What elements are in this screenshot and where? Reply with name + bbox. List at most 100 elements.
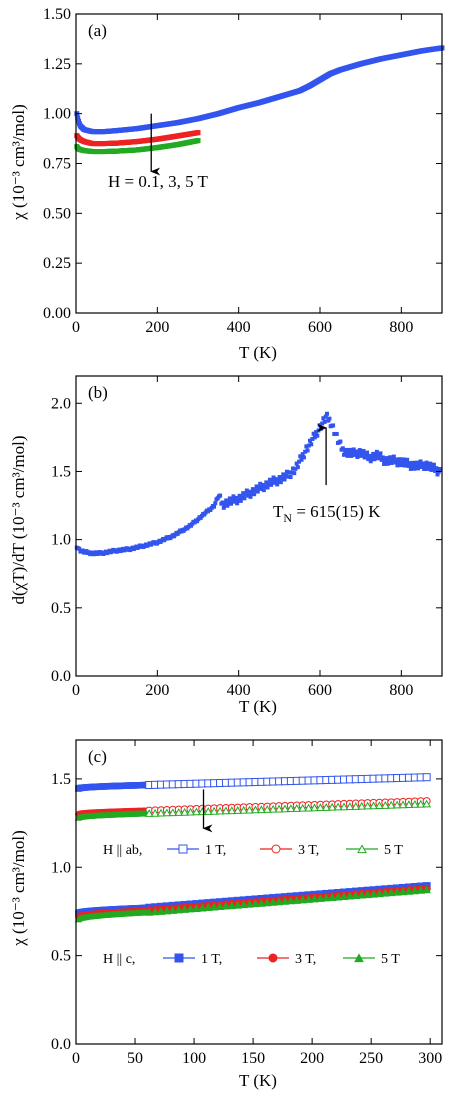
data-point	[420, 461, 425, 466]
data-point	[233, 900, 243, 909]
data-point	[271, 844, 281, 854]
data-point	[77, 546, 82, 551]
data-point	[419, 464, 424, 469]
y-tick-label: 0.25	[43, 255, 71, 272]
data-point	[246, 493, 251, 498]
series-2	[74, 138, 201, 155]
data-point	[262, 898, 272, 907]
data-point	[417, 462, 422, 467]
data-point	[399, 463, 404, 468]
series-2	[74, 799, 432, 821]
data-point	[367, 453, 372, 458]
data-point	[232, 499, 237, 504]
data-point	[386, 458, 391, 463]
data-point	[334, 431, 339, 436]
data-point	[425, 466, 430, 471]
data-point	[156, 906, 166, 915]
data-point	[363, 890, 372, 899]
data-point	[412, 466, 417, 471]
data-point	[304, 803, 313, 812]
data-point	[174, 953, 184, 963]
data-point	[357, 890, 367, 899]
data-point	[422, 799, 432, 808]
data-point	[268, 897, 278, 906]
data-point	[233, 496, 238, 501]
data-point	[261, 488, 266, 493]
data-point	[230, 498, 235, 503]
data-point	[242, 496, 247, 501]
data-point	[265, 485, 270, 490]
data-point	[437, 467, 442, 471]
data-point	[239, 495, 244, 500]
data-point	[356, 451, 361, 456]
data-point	[304, 895, 313, 903]
legend-ab-entry: 1 T,	[205, 843, 226, 858]
data-point	[354, 449, 359, 454]
data-point	[203, 903, 213, 911]
data-point	[354, 953, 364, 963]
data-point	[383, 459, 388, 464]
data-point	[377, 453, 382, 458]
data-point	[286, 804, 296, 813]
data-point	[174, 905, 184, 914]
legend-ab-prefix: H || ab,	[103, 843, 142, 858]
data-point	[384, 456, 389, 461]
data-point	[195, 138, 201, 144]
data-point	[236, 497, 241, 502]
data-point	[342, 452, 347, 457]
data-point	[186, 807, 195, 816]
data-point	[321, 416, 326, 421]
data-point	[275, 482, 280, 487]
data-point	[227, 901, 237, 910]
data-point	[235, 501, 240, 506]
y-tick-label: 0.5	[51, 600, 71, 617]
panel-b-ylabel: d(χT)/dT (10⁻³ cm³/mol)	[9, 436, 28, 605]
data-point	[253, 488, 258, 493]
data-point	[276, 478, 281, 483]
data-point	[251, 805, 260, 814]
data-point	[398, 800, 408, 809]
data-point	[225, 503, 230, 508]
data-point	[408, 466, 413, 471]
data-point	[178, 844, 188, 854]
data-point	[271, 475, 276, 480]
x-tick-label: 250	[359, 1050, 383, 1067]
data-point	[428, 461, 433, 466]
panel-c-legend: H || ab, 1 T, 3 T, 5 T H || c, 1 T, 3 T, 5 T	[103, 843, 403, 967]
data-point	[203, 807, 213, 815]
data-point	[197, 903, 207, 912]
data-point	[221, 806, 231, 815]
data-point	[401, 457, 406, 462]
data-point	[371, 451, 376, 456]
data-point	[357, 448, 362, 453]
data-point	[374, 449, 379, 454]
data-point	[398, 887, 408, 896]
data-point	[311, 431, 316, 436]
data-point	[346, 450, 351, 455]
data-point	[306, 443, 311, 448]
data-point	[389, 461, 394, 465]
panel-c-chart: 0 50 100 150 200 250 300 0.0 0.5 1.0 1.5 (c) T (K)…	[9, 739, 443, 1090]
data-point	[274, 897, 284, 906]
data-point	[360, 451, 365, 456]
data-point	[174, 808, 184, 816]
data-point	[380, 800, 390, 809]
panel-c-xlabel: T (K)	[239, 1071, 277, 1090]
data-point	[209, 806, 219, 815]
data-point	[386, 888, 396, 897]
panel-b-annotation: TN = 615(15) K	[273, 502, 381, 525]
data-point	[254, 484, 259, 489]
data-point	[345, 453, 350, 458]
data-point	[268, 953, 278, 963]
data-point	[208, 508, 213, 513]
data-point	[396, 460, 401, 465]
data-point	[298, 895, 308, 904]
data-point	[156, 808, 166, 817]
data-point	[274, 804, 284, 813]
data-point	[327, 802, 337, 811]
data-point	[315, 433, 320, 438]
data-point	[259, 486, 264, 491]
data-point	[327, 416, 332, 421]
data-point	[150, 907, 160, 916]
series-0	[75, 773, 431, 792]
